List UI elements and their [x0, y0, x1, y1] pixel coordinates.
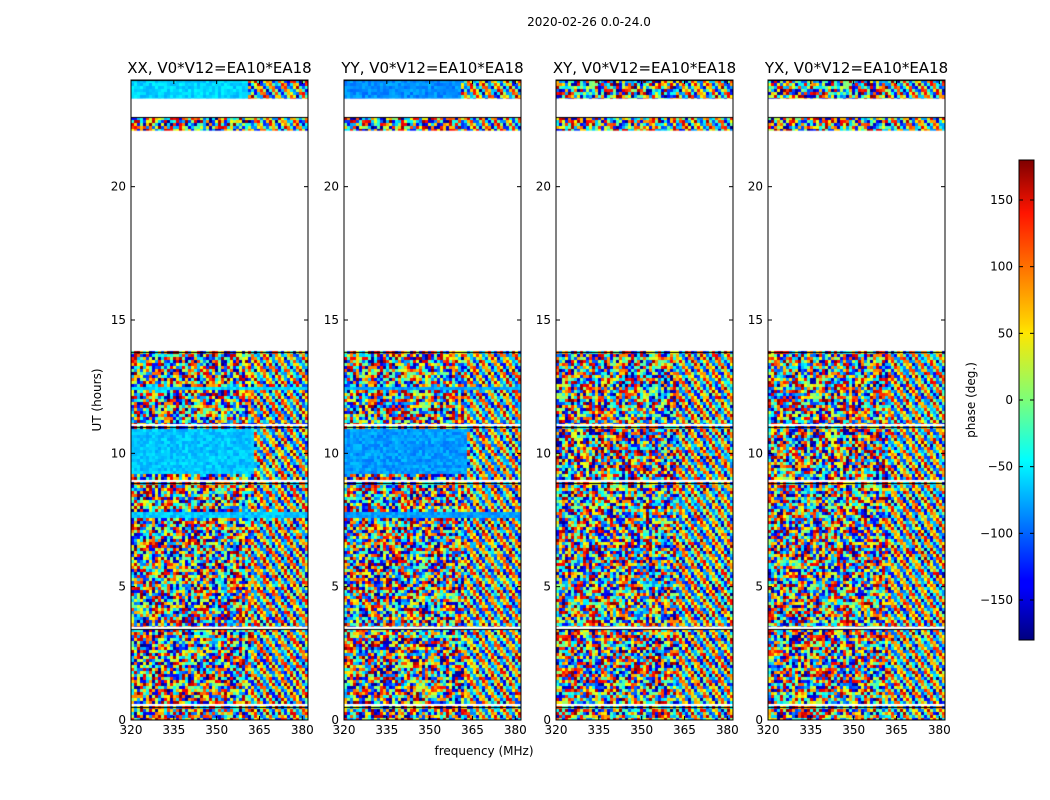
y-tick-label: 20	[536, 180, 551, 194]
panel-title: XY, V0*V12=EA10*EA18	[553, 59, 736, 77]
y-tick-label: 5	[118, 580, 126, 594]
x-tick-label: 320	[333, 723, 356, 737]
x-tick-label: 320	[545, 723, 568, 737]
phase-heatmap	[556, 80, 733, 720]
x-tick-label: 365	[461, 723, 484, 737]
x-tick-label: 380	[928, 723, 951, 737]
phase-heatmap	[344, 80, 521, 720]
panels: XX, V0*V12=EA10*EA18 320 335 350 365 380 0 5 10 1…	[111, 59, 951, 737]
colorbar-tick-label: 0	[1005, 393, 1013, 407]
y-tick-label: 10	[324, 446, 339, 460]
panel-xy: XY, V0*V12=EA10*EA18 320 335 350 365 380 0 5 10 1…	[536, 59, 739, 737]
y-tick-label: 10	[111, 446, 126, 460]
colorbar-tick-label: 150	[990, 193, 1013, 207]
x-tick-label: 350	[205, 723, 228, 737]
y-tick-label: 10	[536, 446, 551, 460]
x-tick-label: 380	[716, 723, 739, 737]
x-tick-label: 335	[162, 723, 185, 737]
axes-frame	[767, 79, 946, 721]
x-tick-label: 335	[587, 723, 610, 737]
x-tick-label: 365	[885, 723, 908, 737]
x-tick-label: 365	[248, 723, 271, 737]
x-axis-label: frequency (MHz)	[434, 744, 533, 758]
x-tick-label: 335	[799, 723, 822, 737]
colorbar-tick-label: 50	[998, 326, 1013, 340]
y-tick-label: 20	[324, 180, 339, 194]
y-tick-label: 5	[755, 580, 763, 594]
y-tick-label: 0	[755, 713, 763, 727]
y-tick-label: 15	[536, 313, 551, 327]
panel-title: YY, V0*V12=EA10*EA18	[340, 59, 523, 77]
y-tick-label: 15	[324, 313, 339, 327]
colorbar: −150 −100 −50 0 50 100 150 phase (deg.)	[964, 159, 1035, 641]
x-tick-label: 350	[842, 723, 865, 737]
panel-yy: YY, V0*V12=EA10*EA18 320 335 350 365 380 0 5 10 1…	[324, 59, 527, 737]
y-tick-label: 10	[748, 446, 763, 460]
y-tick-label: 20	[748, 180, 763, 194]
x-tick-label: 335	[375, 723, 398, 737]
colorbar-ticks: −150 −100 −50 0 50 100 150	[980, 193, 1034, 607]
panel-xx: XX, V0*V12=EA10*EA18 320 335 350 365 380 0 5 10 1…	[111, 59, 314, 737]
panel-yx: YX, V0*V12=EA10*EA18 320 335 350 365 380 0 5 10 1…	[748, 59, 951, 737]
x-tick-label: 380	[504, 723, 527, 737]
y-tick-label: 5	[331, 580, 339, 594]
colorbar-tick-label: −50	[988, 460, 1013, 474]
y-tick-label: 20	[111, 180, 126, 194]
panel-title: YX, V0*V12=EA10*EA18	[764, 59, 948, 77]
y-tick-label: 0	[118, 713, 126, 727]
colorbar-tick-label: 100	[990, 260, 1013, 274]
y-tick-label: 15	[748, 313, 763, 327]
x-tick-label: 350	[630, 723, 653, 737]
x-tick-label: 320	[120, 723, 143, 737]
axes-frame	[343, 79, 522, 721]
colorbar-tick-label: −150	[980, 593, 1013, 607]
figure-title: 2020-02-26 0.0-24.0	[527, 15, 651, 29]
y-tick-label: 15	[111, 313, 126, 327]
colorbar-label: phase (deg.)	[964, 362, 978, 438]
panel-title: XX, V0*V12=EA10*EA18	[127, 59, 311, 77]
axes-frame	[130, 79, 309, 721]
y-axis-label: UT (hours)	[90, 368, 104, 431]
y-tick-label: 0	[543, 713, 551, 727]
x-tick-label: 350	[418, 723, 441, 737]
phase-heatmap	[131, 80, 308, 720]
x-tick-label: 365	[673, 723, 696, 737]
axes-frame	[555, 79, 734, 721]
y-tick-label: 5	[543, 580, 551, 594]
x-tick-label: 380	[291, 723, 314, 737]
colorbar-tick-label: −100	[980, 526, 1013, 540]
phase-heatmap	[768, 80, 945, 720]
y-tick-label: 0	[331, 713, 339, 727]
x-tick-label: 320	[757, 723, 780, 737]
